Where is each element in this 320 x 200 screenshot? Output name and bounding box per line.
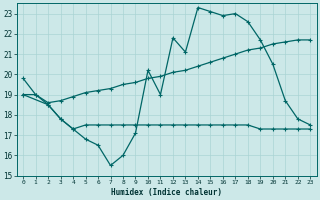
X-axis label: Humidex (Indice chaleur): Humidex (Indice chaleur) <box>111 188 222 197</box>
